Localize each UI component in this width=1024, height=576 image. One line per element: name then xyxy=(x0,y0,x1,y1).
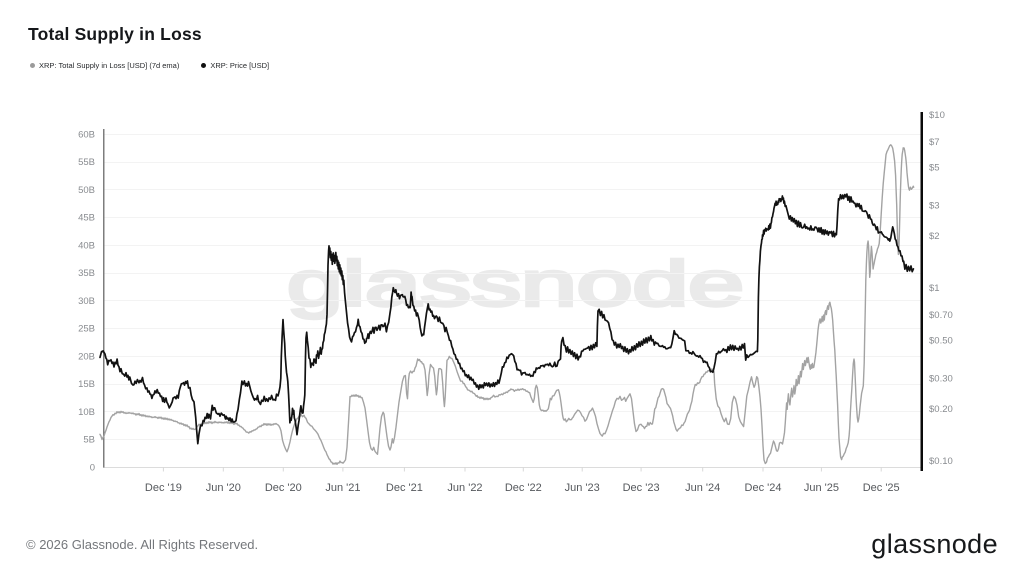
svg-text:60B: 60B xyxy=(78,129,95,140)
svg-text:Jun '21: Jun '21 xyxy=(325,482,360,494)
svg-text:20B: 20B xyxy=(78,351,95,362)
svg-text:Dec '19: Dec '19 xyxy=(145,482,182,494)
svg-text:50B: 50B xyxy=(78,185,95,196)
svg-text:$2: $2 xyxy=(929,231,940,242)
svg-text:Jun '20: Jun '20 xyxy=(206,482,241,494)
svg-text:$10: $10 xyxy=(929,110,945,121)
svg-text:$3: $3 xyxy=(929,201,940,212)
svg-text:Jun '23: Jun '23 xyxy=(565,482,600,494)
svg-text:45B: 45B xyxy=(78,213,95,224)
svg-text:30B: 30B xyxy=(78,296,95,307)
svg-text:Jun '25: Jun '25 xyxy=(804,482,839,494)
svg-text:glassnode: glassnode xyxy=(287,250,744,320)
svg-text:$0.30: $0.30 xyxy=(929,374,953,385)
svg-text:0: 0 xyxy=(90,462,95,473)
svg-text:40B: 40B xyxy=(78,240,95,251)
svg-text:10B: 10B xyxy=(78,407,95,418)
svg-text:$0.20: $0.20 xyxy=(929,404,953,415)
svg-text:Jun '24: Jun '24 xyxy=(685,482,720,494)
svg-text:$7: $7 xyxy=(929,137,940,148)
svg-text:$0.10: $0.10 xyxy=(929,456,953,467)
svg-text:Dec '22: Dec '22 xyxy=(505,482,542,494)
svg-text:$0.70: $0.70 xyxy=(929,310,953,321)
svg-text:Dec '25: Dec '25 xyxy=(863,482,900,494)
svg-text:35B: 35B xyxy=(78,268,95,279)
svg-text:$0.50: $0.50 xyxy=(929,335,953,346)
svg-text:Dec '20: Dec '20 xyxy=(265,482,302,494)
svg-text:Dec '24: Dec '24 xyxy=(745,482,782,494)
svg-text:Jun '22: Jun '22 xyxy=(447,482,482,494)
svg-text:$1: $1 xyxy=(929,283,940,294)
svg-text:15B: 15B xyxy=(78,379,95,390)
svg-text:5B: 5B xyxy=(83,435,95,446)
svg-text:55B: 55B xyxy=(78,157,95,168)
svg-text:Dec '23: Dec '23 xyxy=(623,482,660,494)
svg-text:Dec '21: Dec '21 xyxy=(386,482,423,494)
svg-text:$5: $5 xyxy=(929,162,940,173)
svg-text:25B: 25B xyxy=(78,324,95,335)
